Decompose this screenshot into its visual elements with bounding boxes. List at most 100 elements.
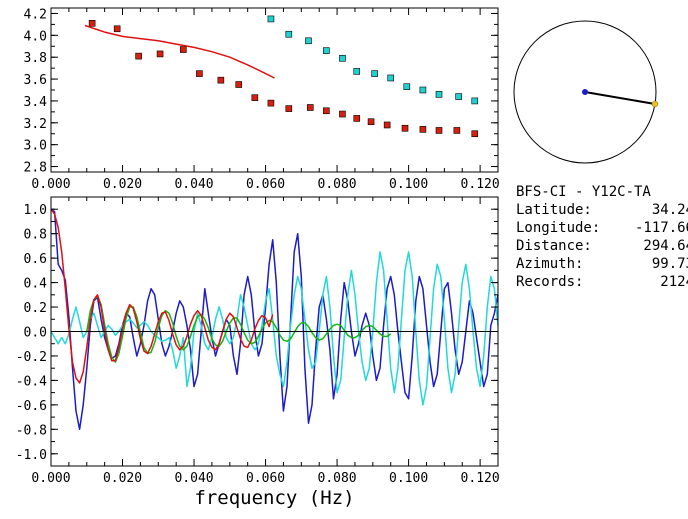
data-point [135,52,142,60]
data-point [435,91,443,98]
x-tick-label: 0.120 [461,471,500,486]
info-key: Records: [516,274,584,290]
data-point [403,83,411,91]
series-line [50,251,499,406]
source-station-dot [582,89,588,95]
data-point [305,37,312,45]
y-tick-label: 3.6 [24,73,47,88]
y-tick-label: 4.2 [24,7,47,22]
y-tick-label: 0.8 [24,228,47,243]
info-value: 34.24 [651,202,688,218]
x-tick-label: 0.000 [31,177,70,192]
y-tick-label: -0.4 [16,374,47,389]
y-tick-label: 0.0 [24,326,47,341]
data-point [387,74,395,82]
dispersion-plot: 0.000 0.020 0.040 0.060 0.080 0.100 0.120 2.8 3.… [24,7,500,192]
x-tick-label: 0.080 [318,471,357,486]
data-point [419,86,427,94]
x-tick-label: 0.020 [103,177,142,192]
data-point [180,46,187,53]
data-point [383,121,391,129]
data-point [339,110,346,118]
azimuth-line [584,91,656,105]
info-value: 2124 [660,274,688,290]
y-tick-label: -0.2 [16,350,47,365]
data-point [339,54,346,62]
info-key: Azimuth: [516,256,584,272]
y-tick-label: 4.0 [24,29,47,44]
info-key: Latitude: [516,202,592,218]
x-tick-label: 0.000 [31,471,70,486]
y-tick-label: 3.2 [24,117,47,132]
receiver-station-dot [651,100,659,108]
info-row: Longitude: -117.66 [516,219,688,237]
info-value: -117.66 [634,220,688,236]
info-row: Latitude: 34.24 [516,201,688,219]
y-tick-label: -0.6 [16,399,47,414]
data-point [455,93,462,100]
data-point [285,30,293,38]
correlation-plot: 0.000 0.020 0.040 0.060 0.080 0.100 0.120 1.0 0.… [16,196,500,509]
data-point [371,70,378,77]
x-tick-label: 0.040 [174,471,213,486]
y-tick-label: -1.0 [16,448,47,463]
data-point [88,20,96,27]
data-point [217,76,225,84]
station-pair-label: BFS-CI - Y12C-TA [516,184,651,200]
x-tick-label: 0.100 [389,177,428,192]
x-tick-label: 0.100 [389,471,428,486]
info-row: Distance: 294.64 [516,237,688,255]
y-tick-label: 2.8 [24,161,47,176]
x-tick-label: 0.080 [318,177,357,192]
station-info-rows: Latitude:34.24Longitude:-117.66Distance:… [516,201,688,291]
data-point [285,105,293,112]
data-point [156,50,164,58]
data-point [367,118,375,126]
plot-frame [50,7,499,173]
y-tick-label: 0.2 [24,301,47,316]
data-point [267,99,275,107]
y-tick-label: 3.0 [24,139,47,154]
info-row: Records: 2124 [516,273,688,291]
y-tick-label: 3.8 [24,51,47,66]
data-point [267,15,275,23]
y-tick-label: 3.4 [24,95,48,110]
data-point [419,126,427,133]
series-line [86,295,392,363]
series-line [50,208,274,384]
data-point [353,68,361,75]
data-point [196,70,203,77]
info-value: 294.64 [643,238,688,254]
x-tick-label: 0.120 [461,177,500,192]
data-point [353,115,361,122]
y-tick-label: 0.4 [24,277,48,292]
compass-circle [513,20,657,164]
series-line [84,24,275,79]
data-point [471,130,479,138]
data-point [323,47,330,54]
azimuth-compass [513,20,659,164]
info-key: Distance: [516,238,592,254]
data-point [251,94,259,101]
data-point [471,97,479,105]
data-point [235,81,243,88]
y-tick-label: -0.8 [16,423,47,438]
info-row: Azimuth: 99.73 [516,255,688,273]
info-value: 99.73 [651,256,688,272]
info-key: Longitude: [516,220,601,236]
data-point [401,124,409,132]
x-tick-label: 0.060 [246,177,285,192]
y-tick-label: 0.6 [24,252,47,267]
data-point [306,104,314,111]
data-point [453,127,461,134]
x-tick-label: 0.020 [103,471,142,486]
data-point [323,107,330,115]
y-tick-label: 1.0 [24,203,47,218]
x-axis-title: frequency (Hz) [194,487,354,509]
x-tick-label: 0.040 [174,177,213,192]
station-info-panel: BFS-CI - Y12C-TA Latitude:34.24Longitude… [516,183,688,291]
data-point [435,127,443,134]
x-tick-label: 0.060 [246,471,285,486]
data-point [113,25,121,33]
